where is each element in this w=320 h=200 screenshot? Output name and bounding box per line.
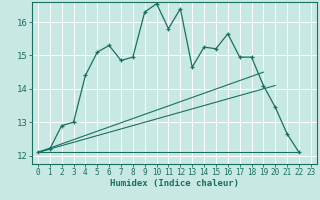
X-axis label: Humidex (Indice chaleur): Humidex (Indice chaleur) — [110, 179, 239, 188]
